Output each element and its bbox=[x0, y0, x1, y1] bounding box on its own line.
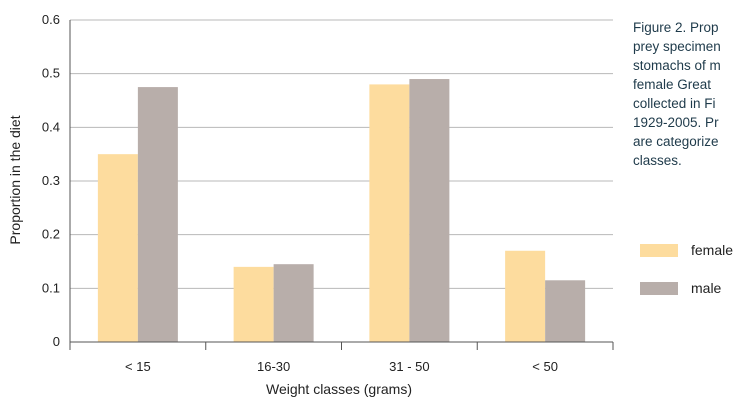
legend-label-female: female bbox=[691, 242, 734, 258]
bar-male-0 bbox=[137, 87, 178, 342]
y-tick-label: 0.3 bbox=[42, 173, 60, 188]
y-tick-label: 0.5 bbox=[42, 66, 60, 81]
x-tick-label: < 50 bbox=[532, 359, 558, 374]
caption-line: stomachs of m bbox=[633, 58, 721, 73]
axes bbox=[69, 20, 614, 350]
bar-male-1 bbox=[273, 264, 314, 342]
y-tick-label: 0.6 bbox=[42, 12, 60, 27]
x-tick-label: < 15 bbox=[125, 359, 151, 374]
legend: female male bbox=[640, 240, 743, 316]
x-tick-labels: < 15 16-30 31 - 50 < 50 bbox=[125, 359, 558, 374]
caption-line: female Great bbox=[633, 77, 712, 92]
bar-female-3 bbox=[505, 250, 546, 342]
legend-item-female: female bbox=[640, 240, 743, 260]
legend-item-male: male bbox=[640, 278, 743, 298]
legend-label-male: male bbox=[691, 280, 722, 296]
x-tick-label: 31 - 50 bbox=[389, 359, 429, 374]
bar-female-2 bbox=[369, 84, 410, 343]
caption-line: Figure 2. Prop bbox=[633, 20, 719, 35]
caption-line: 1929-2005. Pr bbox=[633, 115, 719, 130]
caption-line: classes. bbox=[633, 153, 682, 168]
legend-swatch-male bbox=[640, 281, 678, 295]
bar-female-0 bbox=[97, 154, 138, 342]
caption-line: are categorize bbox=[633, 134, 719, 149]
caption-line: collected in Fi bbox=[633, 96, 716, 111]
x-axis-title: Weight classes (grams) bbox=[266, 381, 412, 397]
y-tick-label: 0.2 bbox=[42, 227, 60, 242]
bar-female-1 bbox=[233, 266, 274, 342]
y-axis-title: Proportion in the diet bbox=[7, 115, 23, 244]
y-tick-label: 0 bbox=[53, 334, 60, 349]
bar-male-2 bbox=[409, 79, 450, 343]
x-tick-label: 16-30 bbox=[257, 359, 290, 374]
caption-line: prey specimen bbox=[633, 39, 721, 54]
bars bbox=[97, 79, 586, 343]
legend-swatch-female bbox=[640, 243, 678, 257]
y-tick-label: 0.1 bbox=[42, 280, 60, 295]
y-tick-label: 0.4 bbox=[42, 119, 60, 134]
figure-caption: Figure 2. Prop prey specimen stomachs of… bbox=[633, 18, 743, 170]
bar-male-3 bbox=[545, 280, 586, 342]
y-tick-labels: 0 0.1 0.2 0.3 0.4 0.5 0.6 bbox=[42, 12, 60, 349]
